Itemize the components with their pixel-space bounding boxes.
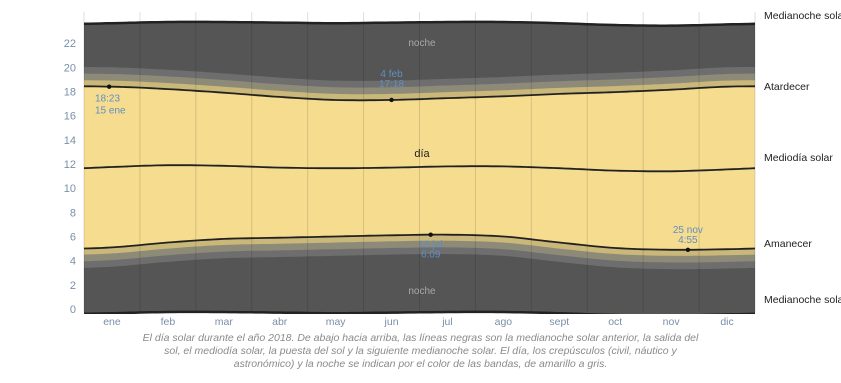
label-midnight-bottom: Medianoche solar bbox=[764, 294, 841, 306]
x-tick-label: mar bbox=[215, 316, 234, 328]
annotation-label: 4 feb bbox=[380, 69, 403, 80]
label-sunset: Atardecer bbox=[764, 81, 810, 93]
annotation-label: 4:55 bbox=[678, 235, 698, 246]
annotation-label: 18:23 bbox=[95, 94, 120, 105]
y-tick-label: 16 bbox=[64, 111, 76, 123]
day-label: día bbox=[414, 148, 430, 160]
x-tick-label: dic bbox=[720, 316, 733, 328]
annotation-label: 6:09 bbox=[421, 250, 441, 261]
x-tick-label: ago bbox=[495, 316, 513, 328]
x-axis-ticks: ene feb mar abr may jun jul ago sept oct nov dic bbox=[103, 316, 734, 328]
solar-day-chart: noche día noche 0 2 4 6 8 10 12 14 16 18 20 22 ene f… bbox=[64, 10, 841, 328]
day-band bbox=[84, 86, 755, 250]
y-tick-label: 4 bbox=[70, 256, 76, 268]
y-axis-ticks: 0 2 4 6 8 10 12 14 16 18 20 22 bbox=[64, 38, 76, 316]
x-tick-label: ene bbox=[103, 316, 121, 328]
caption-line-3: astronómico) y la noche se indican por e… bbox=[233, 358, 608, 370]
x-tick-label: jun bbox=[384, 316, 399, 328]
chart-caption: El día solar durante el año 2018. De aba… bbox=[20, 332, 821, 371]
annotation-marker bbox=[428, 232, 433, 237]
y-tick-label: 0 bbox=[70, 304, 76, 316]
night-label-top: noche bbox=[408, 38, 436, 49]
x-tick-label: abr bbox=[272, 316, 288, 328]
annotation-marker bbox=[106, 84, 112, 89]
solar-event-lines bbox=[84, 20, 755, 314]
midnight-bottom-line bbox=[84, 310, 755, 314]
noon-line bbox=[84, 164, 755, 173]
x-tick-label: feb bbox=[161, 316, 176, 328]
annotation-label: 19 jul bbox=[419, 240, 443, 251]
annotation-label: 15 ene bbox=[95, 106, 126, 117]
x-tick-label: nov bbox=[663, 316, 681, 328]
annotation-markers bbox=[106, 84, 691, 252]
label-midnight-top: Medianoche solar bbox=[764, 10, 841, 22]
y-tick-label: 6 bbox=[70, 232, 76, 244]
y-tick-label: 8 bbox=[70, 207, 76, 219]
sunset-line bbox=[84, 85, 755, 102]
day-night-bands bbox=[84, 10, 755, 314]
annotation-label: 25 nov bbox=[673, 225, 703, 236]
annotation-label: 17:18 bbox=[379, 79, 404, 90]
y-tick-label: 18 bbox=[64, 87, 76, 99]
x-tick-label: jul bbox=[441, 316, 453, 328]
sunrise-line bbox=[84, 233, 755, 251]
x-tick-label: may bbox=[326, 316, 347, 328]
month-gridlines bbox=[83, 12, 756, 312]
annotation-marker bbox=[685, 247, 691, 252]
night-label-bottom: noche bbox=[408, 286, 436, 297]
caption-line-2: sol, el mediodía solar, la puesta del so… bbox=[164, 345, 677, 357]
y-tick-label: 22 bbox=[64, 38, 76, 50]
y-tick-label: 14 bbox=[64, 135, 76, 147]
x-tick-label: oct bbox=[608, 316, 622, 328]
label-noon: Mediodía solar bbox=[764, 152, 833, 164]
annotation-marker bbox=[389, 97, 394, 103]
label-sunrise: Amanecer bbox=[764, 238, 812, 250]
midnight-top-line bbox=[84, 20, 755, 27]
x-tick-label: sept bbox=[549, 316, 569, 328]
y-tick-label: 10 bbox=[64, 183, 76, 195]
y-tick-label: 12 bbox=[64, 159, 76, 171]
caption-line-1: El día solar durante el año 2018. De aba… bbox=[142, 332, 699, 344]
y-tick-label: 2 bbox=[70, 280, 76, 292]
y-tick-label: 20 bbox=[64, 62, 76, 74]
